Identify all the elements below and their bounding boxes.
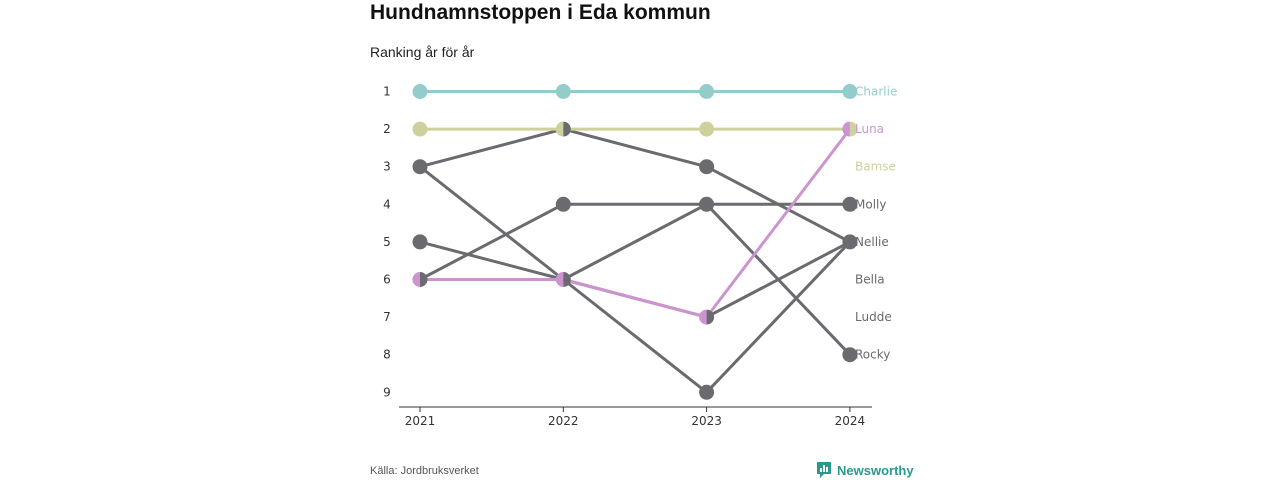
series-point-luna bbox=[842, 121, 850, 137]
series-point-molly bbox=[699, 196, 715, 212]
y-tick-label: 7 bbox=[383, 310, 391, 324]
series-point-bamse bbox=[699, 121, 715, 137]
series-line-ludde bbox=[418, 165, 852, 394]
y-axis-ticks: 1 2 3 4 5 6 7 8 9 bbox=[383, 85, 391, 400]
series-end-label-molly: Molly bbox=[855, 197, 886, 211]
series-point-bamse bbox=[412, 121, 428, 137]
series-end-labels: Charlie Luna Bamse Molly Nellie Bella Ludde Roc… bbox=[855, 85, 897, 362]
chart-subtitle: Ranking år för år bbox=[370, 44, 475, 60]
series-point-nellie bbox=[563, 121, 571, 137]
series-point-bamse bbox=[849, 121, 858, 137]
series-point-rocky bbox=[706, 309, 715, 325]
series-end-label-ludde: Ludde bbox=[855, 310, 892, 324]
series-point-bella bbox=[412, 234, 428, 250]
series-point-molly bbox=[420, 272, 428, 287]
series-point-nellie bbox=[699, 159, 715, 175]
x-tick-label: 2023 bbox=[691, 414, 722, 428]
series-end-label-rocky: Rocky bbox=[855, 348, 890, 362]
bar-chart-logo-icon bbox=[816, 461, 832, 479]
series-end-label-nellie: Nellie bbox=[855, 235, 889, 249]
series-point-charlie bbox=[699, 84, 715, 99]
x-tick-label: 2021 bbox=[405, 414, 436, 428]
y-tick-label: 6 bbox=[383, 273, 391, 287]
y-tick-label: 1 bbox=[383, 85, 391, 99]
series-point-nellie bbox=[842, 234, 858, 250]
x-axis: 2021 2022 2023 2024 bbox=[399, 406, 872, 428]
y-tick-label: 2 bbox=[383, 122, 391, 136]
series-line-luna bbox=[418, 127, 852, 319]
highlight-series-lines bbox=[418, 90, 852, 319]
series-point-charlie bbox=[412, 84, 428, 99]
series-point-ludde bbox=[699, 384, 715, 400]
series-point-molly bbox=[842, 196, 858, 212]
series-end-label-luna: Luna bbox=[855, 122, 884, 136]
series-point-molly bbox=[555, 196, 571, 212]
chart-title: Hundnamnstoppen i Eda kommun bbox=[370, 1, 711, 24]
brand-logo: Newsworthy bbox=[816, 461, 914, 479]
series-line-nellie bbox=[418, 127, 852, 244]
y-tick-label: 8 bbox=[383, 348, 391, 362]
x-tick-label: 2024 bbox=[835, 414, 866, 428]
series-point-nellie bbox=[412, 159, 428, 175]
series-end-label-bella: Bella bbox=[855, 273, 885, 287]
source-note: Källa: Jordbruksverket bbox=[370, 465, 479, 477]
x-tick-label: 2022 bbox=[548, 414, 579, 428]
series-point-bella bbox=[563, 272, 571, 287]
series-points bbox=[412, 84, 858, 400]
series-point-luna bbox=[699, 309, 707, 325]
y-tick-label: 4 bbox=[383, 197, 391, 211]
y-tick-label: 3 bbox=[383, 160, 391, 174]
series-point-charlie bbox=[555, 84, 571, 99]
gray-series-lines bbox=[418, 127, 852, 394]
series-end-label-charlie: Charlie bbox=[855, 85, 897, 99]
series-end-label-bamse: Bamse bbox=[855, 160, 896, 174]
series-point-bella bbox=[842, 347, 858, 363]
series-point-luna bbox=[412, 272, 420, 287]
brand-name: Newsworthy bbox=[837, 462, 914, 478]
series-point-charlie bbox=[842, 84, 858, 99]
y-tick-label: 5 bbox=[383, 235, 391, 249]
series-point-luna bbox=[555, 272, 564, 287]
y-tick-label: 9 bbox=[383, 385, 391, 399]
series-point-bamse bbox=[555, 121, 564, 137]
